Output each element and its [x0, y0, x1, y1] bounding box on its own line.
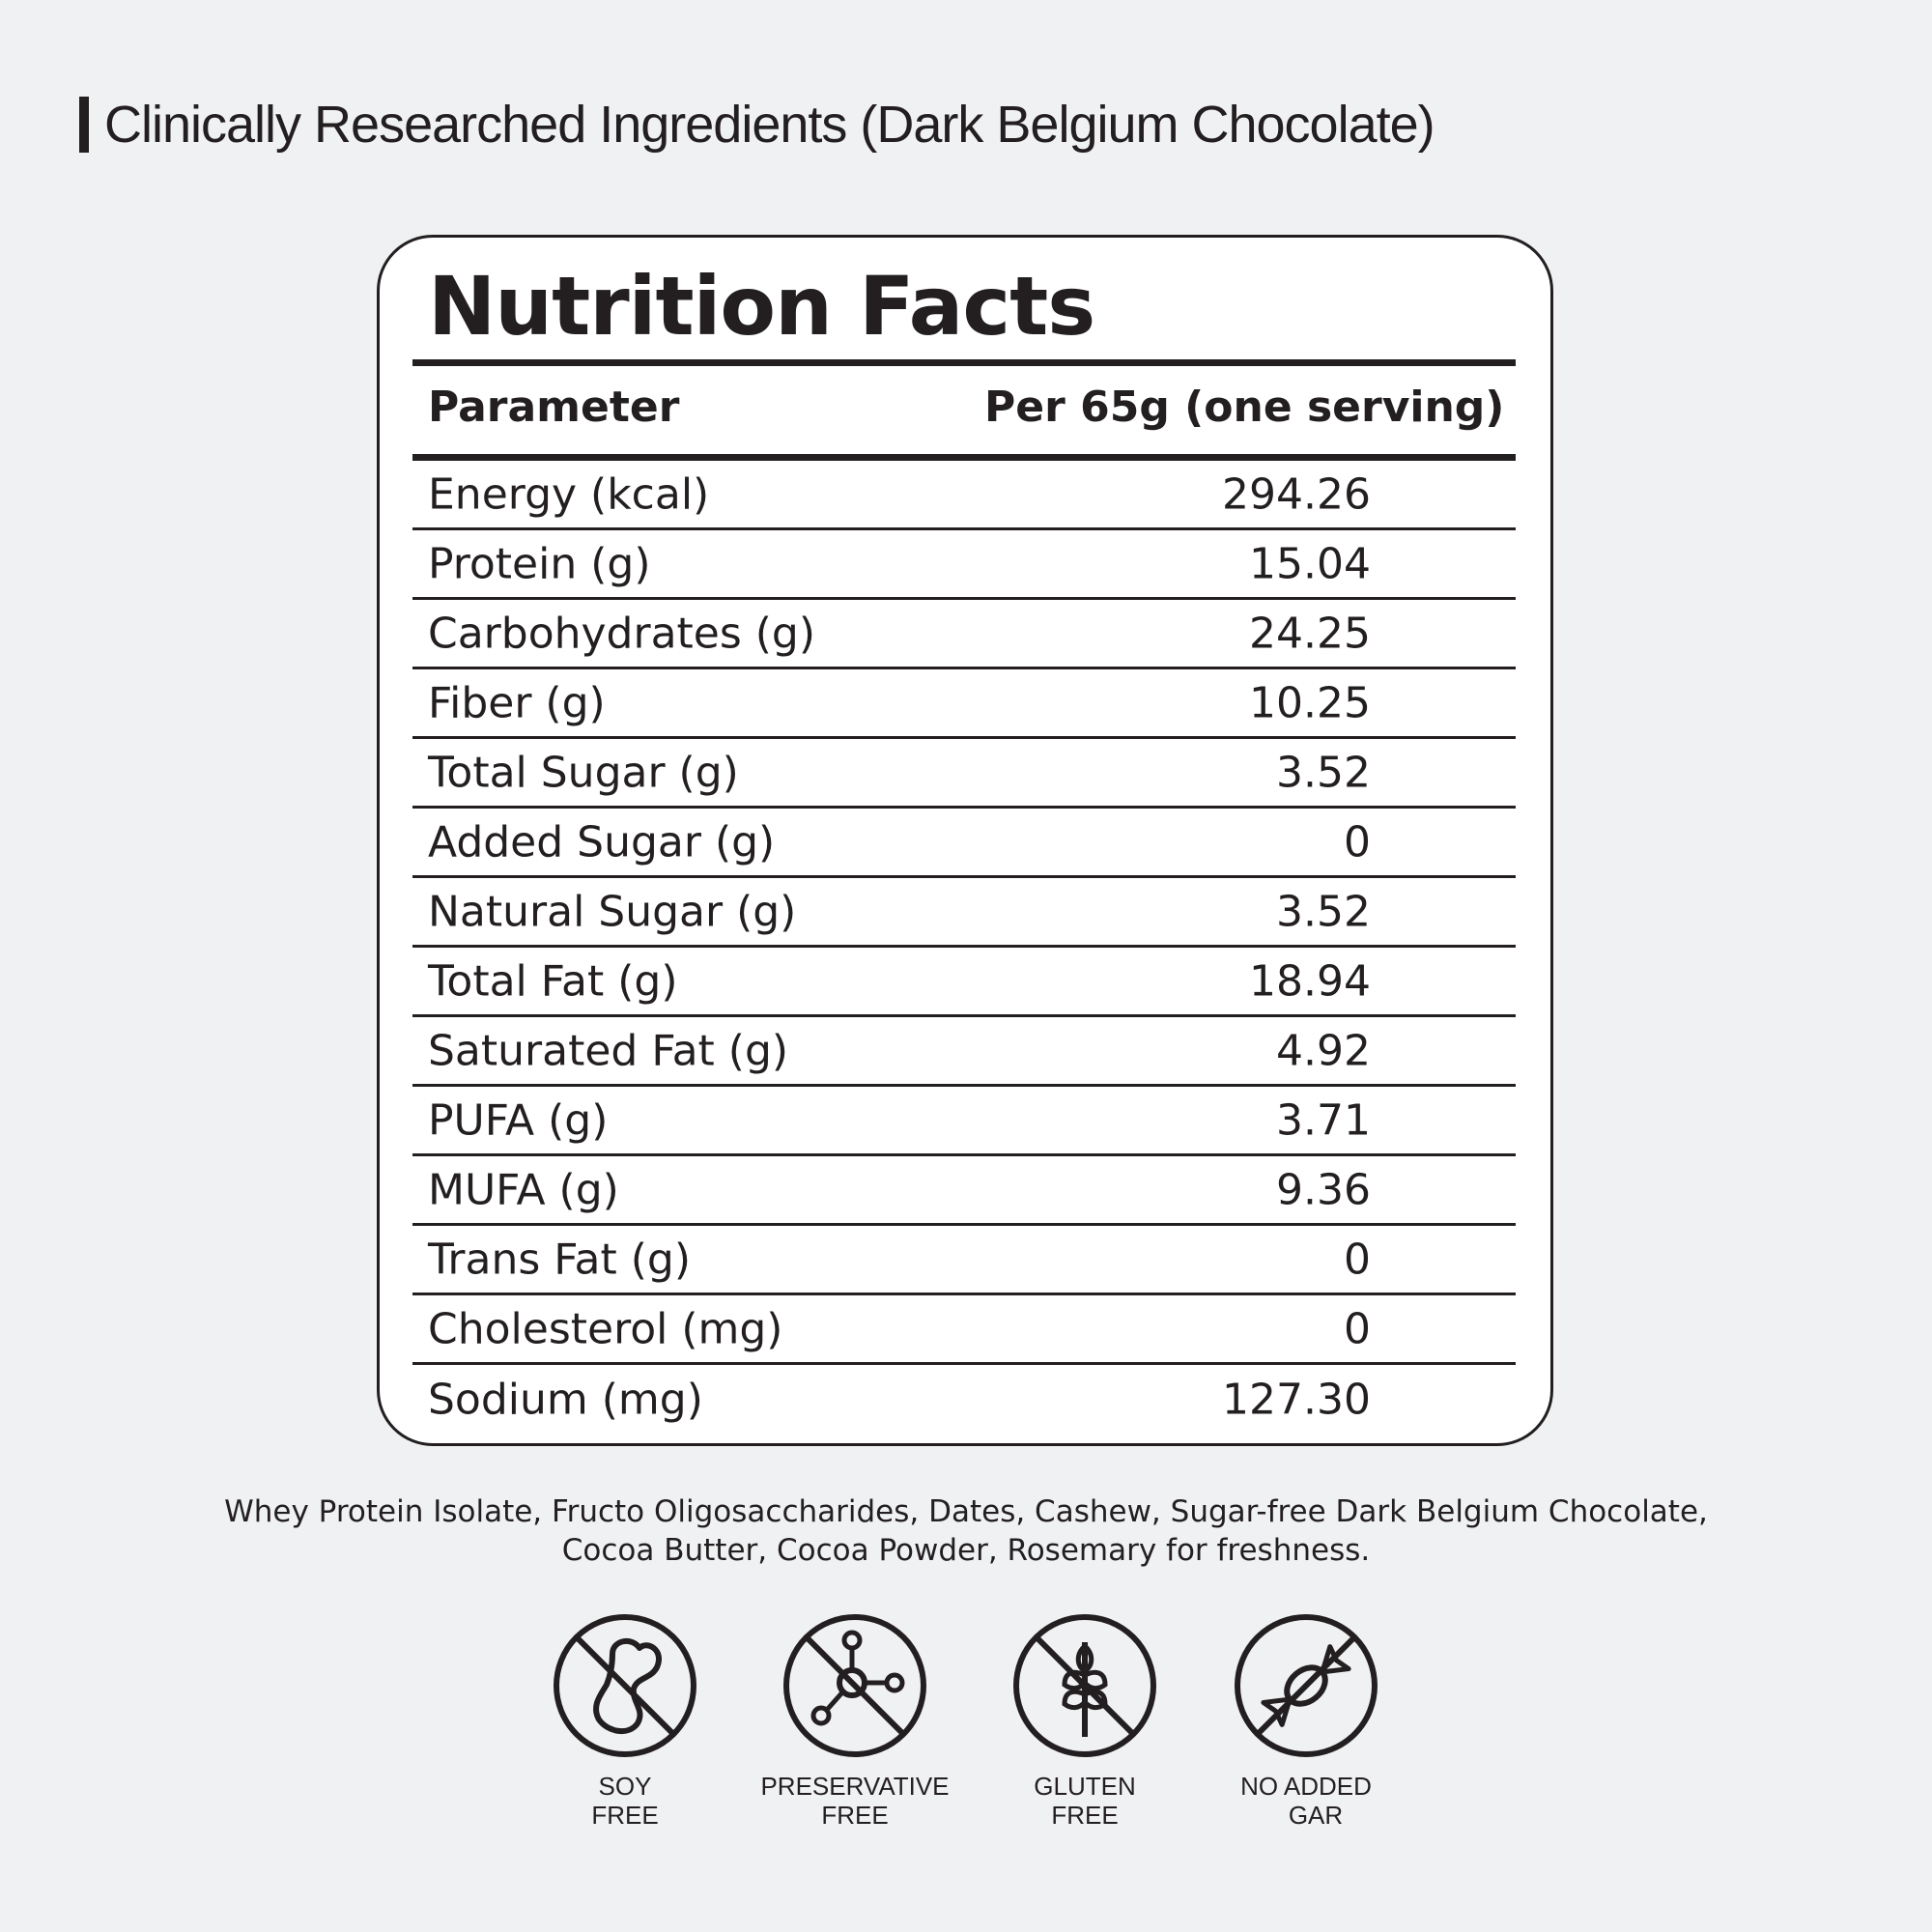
- table-row: Total Fat (g) 18.94: [412, 948, 1516, 1017]
- badge-label: NO ADDED GAR: [1240, 1772, 1372, 1830]
- row-value: 3.52: [1276, 748, 1371, 797]
- row-value: 127.30: [1222, 1375, 1371, 1425]
- heading-text: Clinically Researched Ingredients (Dark …: [104, 96, 1435, 154]
- row-parameter: Total Fat (g): [428, 956, 678, 1006]
- row-parameter: Total Sugar (g): [428, 748, 739, 797]
- title-divider: [412, 359, 1516, 366]
- table-row: Cholesterol (mg) 0: [412, 1295, 1516, 1365]
- ingredients-list: Whey Protein Isolate, Fructo Oligosaccha…: [0, 1492, 1932, 1570]
- row-parameter: Energy (kcal): [428, 469, 710, 519]
- row-value: 0: [1344, 1304, 1371, 1353]
- row-parameter: Natural Sugar (g): [428, 887, 797, 936]
- badge-label: GLUTEN FREE: [1034, 1772, 1136, 1830]
- row-parameter: Fiber (g): [428, 678, 606, 727]
- row-parameter: PUFA (g): [428, 1095, 609, 1145]
- table-row: MUFA (g) 9.36: [412, 1156, 1516, 1226]
- free-from-badges: SOY FREE PRESERVATIVE FREE: [0, 1613, 1932, 1845]
- row-parameter: Added Sugar (g): [428, 817, 776, 867]
- row-parameter: Saturated Fat (g): [428, 1026, 789, 1075]
- no-added-sugar-badge: NO ADDED GAR: [1180, 1613, 1432, 1830]
- page-heading: Clinically Researched Ingredients (Dark …: [79, 95, 1435, 155]
- badge-label: SOY FREE: [591, 1772, 659, 1830]
- table-row: PUFA (g) 3.71: [412, 1087, 1516, 1156]
- table-row: Protein (g) 15.04: [412, 530, 1516, 600]
- row-value: 294.26: [1222, 469, 1371, 519]
- row-parameter: Protein (g): [428, 539, 651, 588]
- table-row: Sodium (mg) 127.30: [412, 1365, 1516, 1435]
- row-value: 9.36: [1276, 1165, 1371, 1214]
- preservative-free-badge: PRESERVATIVE FREE: [729, 1613, 980, 1830]
- row-value: 0: [1344, 817, 1371, 867]
- row-parameter: Cholesterol (mg): [428, 1304, 783, 1353]
- row-value: 4.92: [1276, 1026, 1371, 1075]
- heading-accent-bar: [79, 97, 89, 153]
- table-row: Carbohydrates (g) 24.25: [412, 600, 1516, 669]
- parameter-column-header: Parameter: [428, 383, 680, 432]
- nutrition-facts-title: Nutrition Facts: [428, 259, 1095, 354]
- ingredients-line: Whey Protein Isolate, Fructo Oligosaccha…: [224, 1494, 1708, 1529]
- row-parameter: MUFA (g): [428, 1165, 619, 1214]
- row-value: 3.71: [1276, 1095, 1371, 1145]
- gluten-free-badge: GLUTEN FREE: [959, 1613, 1210, 1830]
- no-peanut-icon: [554, 1614, 696, 1757]
- nutrition-facts-card: Nutrition Facts Parameter Per 65g (one s…: [377, 235, 1553, 1446]
- row-value: 24.25: [1249, 609, 1371, 658]
- table-row: Energy (kcal) 294.26: [412, 461, 1516, 530]
- no-molecule-icon: [783, 1614, 926, 1757]
- serving-column-header: Per 65g (one serving): [984, 383, 1505, 432]
- nutrition-table: Energy (kcal) 294.26 Protein (g) 15.04 Car…: [412, 461, 1516, 1435]
- row-value: 10.25: [1249, 678, 1371, 727]
- no-wheat-icon: [1013, 1614, 1156, 1757]
- table-row: Natural Sugar (g) 3.52: [412, 878, 1516, 948]
- table-row: Added Sugar (g) 0: [412, 809, 1516, 878]
- table-row: Fiber (g) 10.25: [412, 669, 1516, 739]
- row-parameter: Carbohydrates (g): [428, 609, 816, 658]
- table-row: Saturated Fat (g) 4.92: [412, 1017, 1516, 1087]
- soy-free-badge: SOY FREE: [499, 1613, 751, 1830]
- row-parameter: Trans Fat (g): [428, 1235, 691, 1284]
- row-parameter: Sodium (mg): [428, 1375, 703, 1425]
- row-value: 3.52: [1276, 887, 1371, 936]
- row-value: 18.94: [1249, 956, 1371, 1006]
- row-value: 0: [1344, 1235, 1371, 1284]
- no-candy-icon: [1235, 1614, 1378, 1757]
- row-value: 15.04: [1249, 539, 1371, 588]
- table-row: Trans Fat (g) 0: [412, 1226, 1516, 1295]
- header-divider: [412, 454, 1516, 461]
- ingredients-line: Cocoa Butter, Cocoa Powder, Rosemary for…: [561, 1533, 1371, 1568]
- badge-label: PRESERVATIVE FREE: [760, 1772, 950, 1830]
- table-row: Total Sugar (g) 3.52: [412, 739, 1516, 809]
